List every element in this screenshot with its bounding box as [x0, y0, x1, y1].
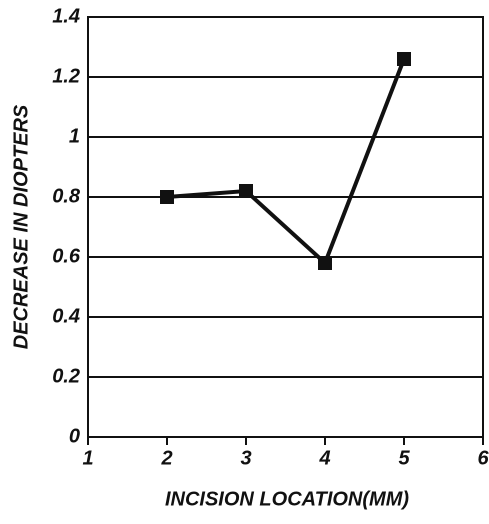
x-tick-label: 1 [82, 447, 93, 469]
x-tick-label: 4 [318, 447, 330, 469]
data-point [160, 190, 174, 204]
y-axis-label: DECREASE IN DIOPTERS [10, 104, 32, 349]
data-point [239, 184, 253, 198]
y-tick-label: 1 [69, 125, 80, 147]
y-tick-label: 1.2 [52, 65, 80, 87]
x-axis-label: INCISION LOCATION(MM) [165, 488, 409, 510]
x-tick-label: 2 [160, 447, 172, 469]
y-tick-label: 0 [69, 425, 80, 447]
x-tick-label: 3 [240, 447, 251, 469]
y-tick-label: 0.6 [52, 245, 81, 267]
data-point [397, 52, 411, 66]
x-tick-label: 5 [398, 447, 410, 469]
y-tick-label: 0.2 [52, 365, 80, 387]
data-point [318, 256, 332, 270]
y-tick-label: 1.4 [52, 5, 80, 27]
x-tick-label: 6 [477, 447, 489, 469]
data-line [166, 58, 406, 267]
y-tick-label: 0.4 [52, 305, 80, 327]
y-tick-label: 0.8 [52, 185, 81, 207]
